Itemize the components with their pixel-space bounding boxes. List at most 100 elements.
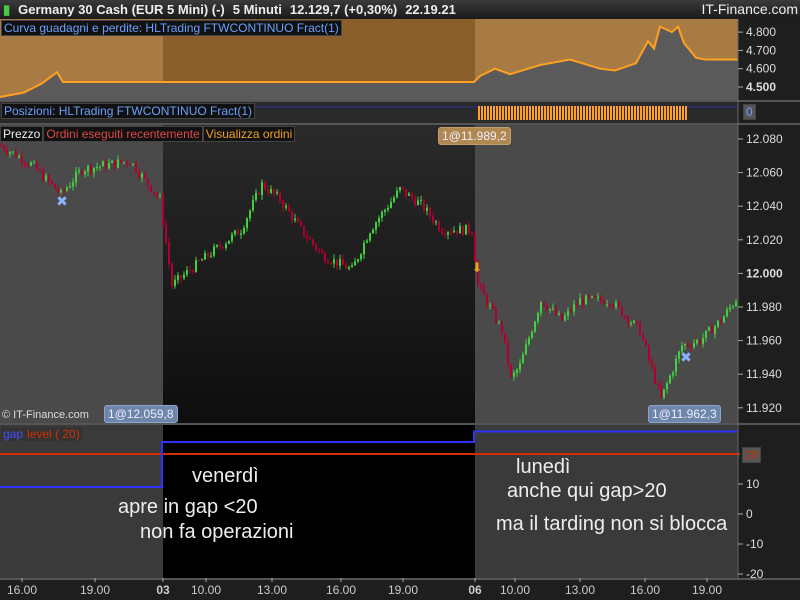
candle <box>468 224 470 233</box>
position-bar <box>553 106 555 120</box>
time-tick-label: 19.00 <box>692 583 722 597</box>
candle <box>129 164 131 166</box>
candle <box>669 375 671 384</box>
candle <box>549 308 551 311</box>
candle <box>363 242 365 255</box>
position-bar <box>676 106 678 120</box>
candle <box>681 345 683 352</box>
position-bar <box>550 106 552 120</box>
time-tick-label: 19.00 <box>80 583 110 597</box>
position-bar <box>631 106 633 120</box>
candle <box>528 338 530 345</box>
candle <box>291 211 293 221</box>
candle <box>582 298 584 305</box>
legend-level: level ( 20) <box>25 427 82 441</box>
position-bar <box>679 106 681 120</box>
candle <box>174 279 176 287</box>
candle <box>63 189 65 191</box>
candle <box>324 253 326 262</box>
candle <box>78 170 80 172</box>
tab-ordini-eseguiti[interactable]: Ordini eseguiti recentemente <box>43 126 203 142</box>
candle <box>537 312 539 322</box>
order-tag[interactable]: 1@12.059,8 <box>104 405 178 423</box>
candle <box>243 227 245 234</box>
position-bar <box>544 106 546 120</box>
candle <box>720 320 722 323</box>
candle <box>252 199 254 211</box>
timeframe[interactable]: 5 Minuti <box>232 2 282 17</box>
order-tag[interactable]: 1@11.962,3 <box>648 405 721 423</box>
candle <box>135 163 137 173</box>
candle <box>624 316 626 318</box>
gap-tick-label: -10 <box>746 537 764 551</box>
candle <box>675 358 677 373</box>
candle <box>105 161 107 169</box>
panel-divider <box>0 123 800 125</box>
candle <box>615 302 617 308</box>
time-tick-label: 03 <box>156 583 170 597</box>
candle <box>429 207 431 217</box>
gap-tick-label: 10 <box>746 477 760 491</box>
candle <box>585 295 587 305</box>
tab-visualizza-ordini[interactable]: Visualizza ordini <box>202 126 296 142</box>
order-tag[interactable]: 1@11.989,2 <box>438 127 511 145</box>
candle <box>108 162 110 169</box>
candle <box>171 264 173 287</box>
equity-tick-label: 4.500 <box>746 80 776 94</box>
candle <box>300 221 302 226</box>
candle <box>93 167 95 173</box>
position-bar <box>502 106 504 120</box>
gap-line <box>0 430 738 488</box>
candle <box>486 294 488 306</box>
tab-prezzo[interactable]: Prezzo <box>0 126 44 142</box>
position-bar <box>622 106 624 120</box>
panel-divider <box>0 423 800 425</box>
candle <box>9 152 11 154</box>
position-bar <box>625 106 627 120</box>
candle <box>330 262 332 264</box>
candle <box>201 259 203 261</box>
price-tick-label: 12.040 <box>746 199 783 213</box>
candle <box>597 296 599 298</box>
position-bar <box>613 106 615 120</box>
candle <box>567 310 569 316</box>
candle <box>678 351 680 359</box>
position-bar <box>532 106 534 120</box>
candle <box>72 182 74 187</box>
candle <box>480 284 482 287</box>
candle <box>726 309 728 317</box>
candle <box>234 230 236 235</box>
candle <box>102 161 104 167</box>
candle <box>276 192 278 194</box>
instrument-title: Germany 30 Cash (EUR 5 Mini) (-) <box>18 2 225 17</box>
candle <box>114 160 116 168</box>
candle <box>501 321 503 334</box>
candle <box>378 218 380 223</box>
position-bar <box>589 106 591 120</box>
candle <box>261 182 263 196</box>
candle <box>687 344 689 347</box>
candle <box>45 175 47 181</box>
candle <box>273 188 275 194</box>
position-bar <box>670 106 672 120</box>
candle <box>339 259 341 266</box>
candle <box>423 199 425 211</box>
candle <box>390 201 392 208</box>
position-bar <box>640 106 642 120</box>
position-bar <box>523 106 525 120</box>
candle <box>90 165 92 173</box>
candle <box>6 150 8 154</box>
candle <box>570 310 572 312</box>
position-bar <box>592 106 594 120</box>
position-bar <box>577 106 579 120</box>
candle <box>594 296 596 298</box>
candle <box>558 313 560 315</box>
candle <box>357 259 359 262</box>
candle <box>384 209 386 212</box>
candle <box>315 244 317 250</box>
position-bar <box>505 106 507 120</box>
annotation: ma il tarding non si blocca <box>496 513 728 535</box>
candle <box>534 321 536 332</box>
candle <box>555 308 557 315</box>
candle <box>18 156 20 158</box>
